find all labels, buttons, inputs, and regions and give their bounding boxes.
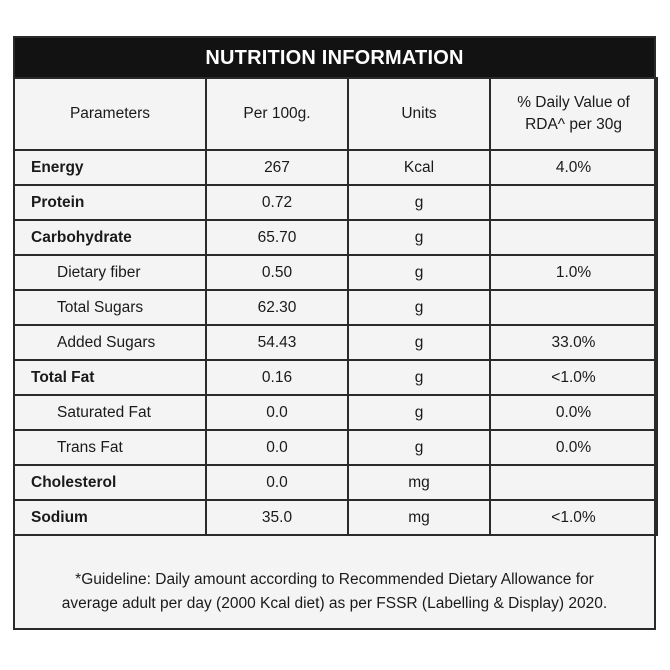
per-100g-value: 0.50 — [205, 254, 349, 291]
per-100g-value: 0.0 — [205, 464, 349, 501]
param-name: Saturated Fat — [13, 394, 207, 431]
daily-value — [489, 219, 658, 256]
daily-value — [489, 289, 658, 326]
table-row-dietary-fiber: Dietary fiber 0.50 g 1.0% — [13, 254, 658, 291]
table-row-trans-fat: Trans Fat 0.0 g 0.0% — [13, 429, 658, 466]
per-100g-value: 0.16 — [205, 359, 349, 396]
table-row-protein: Protein 0.72 g — [13, 184, 658, 221]
table-row-sodium: Sodium 35.0 mg <1.0% — [13, 499, 658, 536]
table-row-energy: Energy 267 Kcal 4.0% — [13, 149, 658, 186]
daily-value: 33.0% — [489, 324, 658, 361]
param-name: Dietary fiber — [13, 254, 207, 291]
unit: g — [347, 359, 491, 396]
param-name: Energy — [13, 149, 207, 186]
footnote-line2: average adult per day (2000 Kcal diet) a… — [61, 594, 608, 612]
daily-value: 1.0% — [489, 254, 658, 291]
per-100g-value: 65.70 — [205, 219, 349, 256]
param-name: Carbohydrate — [13, 219, 207, 256]
unit: g — [347, 184, 491, 221]
unit: g — [347, 429, 491, 466]
unit: g — [347, 289, 491, 326]
per-100g-value: 0.72 — [205, 184, 349, 221]
header-units: Units — [347, 77, 491, 151]
table-row-carbohydrate: Carbohydrate 65.70 g — [13, 219, 658, 256]
per-100g-value: 267 — [205, 149, 349, 186]
table-row-saturated-fat: Saturated Fat 0.0 g 0.0% — [13, 394, 658, 431]
guideline-footnote: *Guideline: Daily amount according to Re… — [15, 555, 654, 628]
header-daily-value-line2: RDA^ per 30g — [525, 116, 622, 133]
per-100g-value: 0.0 — [205, 394, 349, 431]
nutrition-table: Parameters Per 100g. Units % Daily Value… — [13, 77, 658, 536]
header-per-100g: Per 100g. — [205, 77, 349, 151]
per-100g-value: 35.0 — [205, 499, 349, 536]
footnote-line1: *Guideline: Daily amount according to Re… — [75, 571, 594, 589]
table-header-row: Parameters Per 100g. Units % Daily Value… — [13, 77, 658, 151]
param-name: Total Sugars — [13, 289, 207, 326]
daily-value: 0.0% — [489, 394, 658, 431]
daily-value — [489, 184, 658, 221]
unit: g — [347, 324, 491, 361]
daily-value — [489, 464, 658, 501]
unit: Kcal — [347, 149, 491, 186]
nutrition-panel: NUTRITION INFORMATION Parameters Per 100… — [13, 36, 658, 630]
header-daily-value-line1: % Daily Value of — [517, 94, 630, 112]
unit: mg — [347, 499, 491, 536]
daily-value: <1.0% — [489, 499, 658, 536]
param-name: Protein — [13, 184, 207, 221]
daily-value: 0.0% — [489, 429, 658, 466]
per-100g-value: 0.0 — [205, 429, 349, 466]
header-daily-value: % Daily Value of RDA^ per 30g — [489, 77, 658, 151]
panel-title: NUTRITION INFORMATION — [15, 38, 654, 78]
param-name: Total Fat — [13, 359, 207, 396]
table-row-total-fat: Total Fat 0.16 g <1.0% — [13, 359, 658, 396]
header-parameters: Parameters — [13, 77, 207, 151]
daily-value: <1.0% — [489, 359, 658, 396]
table-row-total-sugars: Total Sugars 62.30 g — [13, 289, 658, 326]
per-100g-value: 54.43 — [205, 324, 349, 361]
daily-value: 4.0% — [489, 149, 658, 186]
param-name: Trans Fat — [13, 429, 207, 466]
unit: mg — [347, 464, 491, 501]
unit: g — [347, 394, 491, 431]
param-name: Sodium — [13, 499, 207, 536]
per-100g-value: 62.30 — [205, 289, 349, 326]
table-row-cholesterol: Cholesterol 0.0 mg — [13, 464, 658, 501]
unit: g — [347, 219, 491, 256]
table-row-added-sugars: Added Sugars 54.43 g 33.0% — [13, 324, 658, 361]
unit: g — [347, 254, 491, 291]
param-name: Added Sugars — [13, 324, 207, 361]
param-name: Cholesterol — [13, 464, 207, 501]
